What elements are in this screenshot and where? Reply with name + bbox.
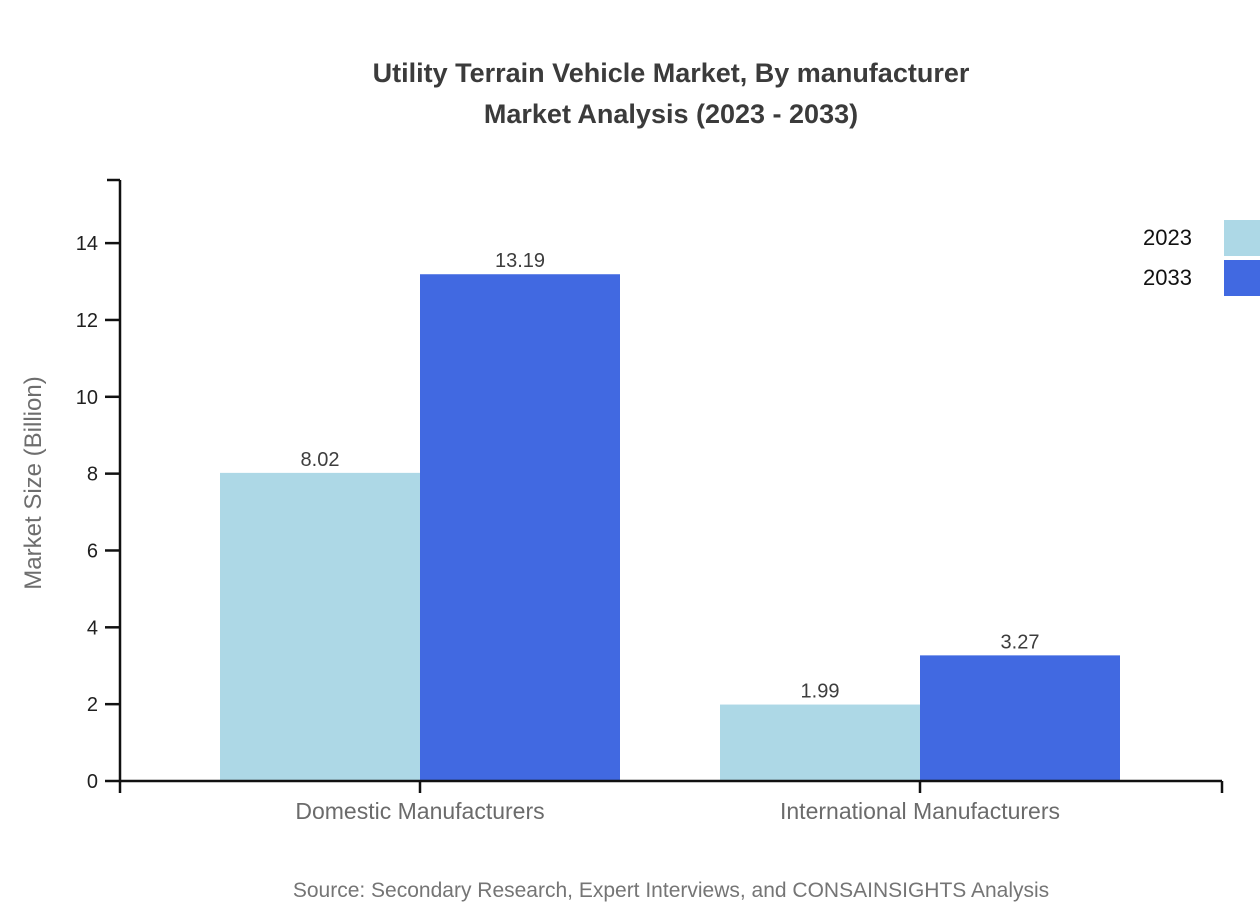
bar-value-label: 13.19 — [495, 250, 545, 272]
bar-value-label: 8.02 — [301, 449, 340, 471]
x-tick-label: International Manufacturers — [780, 798, 1060, 824]
bar-2023-category-1 — [720, 704, 920, 781]
bar-2033-category-0 — [420, 274, 620, 781]
bar-value-label: 1.99 — [801, 681, 840, 703]
x-tick-label: Domestic Manufacturers — [295, 798, 544, 824]
legend-swatch — [1224, 260, 1260, 296]
y-tick-label: 6 — [87, 540, 98, 562]
y-tick-label: 0 — [87, 771, 98, 793]
legend-swatch — [1224, 220, 1260, 256]
y-tick-label: 10 — [76, 387, 98, 409]
legend-item-2033: 2033 — [1140, 258, 1260, 298]
chart-title-line1: Utility Terrain Vehicle Market, By manuf… — [372, 58, 970, 88]
chart-title: Utility Terrain Vehicle Market, By manuf… — [76, 53, 1260, 135]
legend-item-2023: 2023 — [1140, 218, 1260, 258]
bar-2033-category-1 — [920, 655, 1120, 781]
y-tick-label: 8 — [87, 464, 98, 486]
bar-2023-category-0 — [220, 472, 420, 781]
chart-title-line2: Market Analysis (2023 - 2033) — [483, 99, 859, 129]
legend-label: 2033 — [1143, 265, 1192, 290]
legend: 2023 2033 — [1140, 218, 1260, 298]
y-tick-label: 4 — [87, 617, 98, 639]
y-tick-label: 2 — [87, 694, 98, 716]
y-tick-label: 14 — [76, 233, 98, 255]
bar-value-label: 3.27 — [1001, 631, 1040, 653]
y-tick-label: 12 — [76, 310, 98, 332]
source-note: Source: Secondary Research, Expert Inter… — [292, 879, 1050, 902]
legend-label: 2023 — [1143, 225, 1192, 250]
